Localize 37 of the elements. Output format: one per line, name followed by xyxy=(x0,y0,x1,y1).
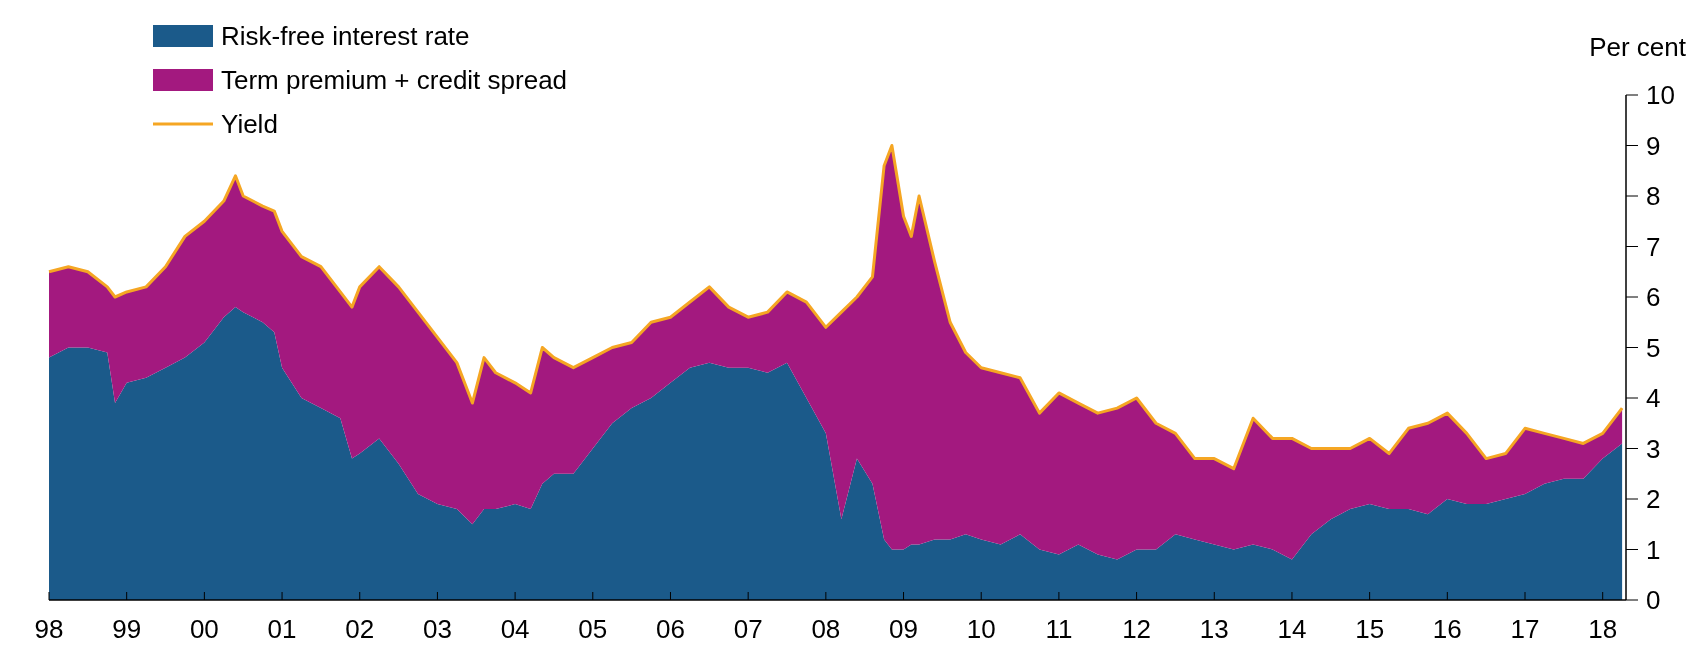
x-tick-label: 14 xyxy=(1277,614,1307,644)
y-tick-label: 9 xyxy=(1646,130,1661,161)
x-tick-label: 13 xyxy=(1199,614,1229,644)
x-tick-label: 98 xyxy=(34,614,64,644)
x-tick-label: 08 xyxy=(811,614,841,644)
y-tick-label: 3 xyxy=(1646,433,1661,464)
y-tick-label: 7 xyxy=(1646,231,1661,262)
y-tick-label: 10 xyxy=(1646,80,1675,110)
y-tick-label: 4 xyxy=(1646,383,1661,413)
x-tick-label: 10 xyxy=(966,614,996,644)
x-tick-label: 00 xyxy=(189,614,219,644)
x-tick-label: 06 xyxy=(656,614,685,644)
y-tick-label: 5 xyxy=(1646,332,1661,363)
x-tick-label: 02 xyxy=(345,614,375,644)
x-tick-label: 07 xyxy=(733,614,763,644)
x-tick-label: 03 xyxy=(422,614,452,644)
y-tick-label: 6 xyxy=(1646,282,1661,312)
x-tick-label: 18 xyxy=(1588,614,1618,644)
x-tick-label: 17 xyxy=(1510,614,1540,644)
x-tick-label: 12 xyxy=(1122,614,1152,644)
legend-label: Risk-free interest rate xyxy=(221,21,470,51)
x-tick-label: 05 xyxy=(578,614,608,644)
x-tick-label: 01 xyxy=(267,614,297,644)
x-tick-label: 16 xyxy=(1432,614,1462,644)
y-tick-label: 0 xyxy=(1646,585,1661,615)
x-tick-label: 09 xyxy=(889,614,918,644)
legend-label: Yield xyxy=(221,109,278,139)
line-series xyxy=(47,144,1624,471)
x-tick-label: 04 xyxy=(500,614,530,644)
y-axis-title: Per cent xyxy=(1589,32,1687,62)
x-tick-label: 11 xyxy=(1045,614,1073,644)
x-tick-label: 99 xyxy=(112,614,142,644)
y-tick-label: 8 xyxy=(1646,181,1661,211)
x-tick-label: 15 xyxy=(1355,614,1385,644)
y-tick-label: 2 xyxy=(1646,484,1661,514)
legend-label: Term premium + credit spread xyxy=(221,65,568,95)
y-tick-label: 1 xyxy=(1646,534,1661,565)
